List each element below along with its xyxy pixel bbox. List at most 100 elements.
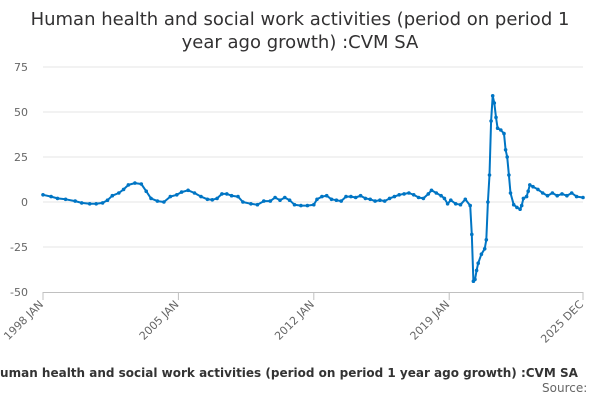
data-point[interactable]	[63, 197, 68, 202]
data-point[interactable]	[468, 203, 473, 208]
data-point[interactable]	[121, 187, 126, 192]
data-point[interactable]	[397, 193, 402, 197]
data-point[interactable]	[175, 193, 179, 197]
data-point[interactable]	[560, 192, 564, 196]
data-point[interactable]	[199, 194, 203, 199]
data-point[interactable]	[273, 195, 277, 200]
data-point[interactable]	[499, 128, 503, 132]
data-point[interactable]	[241, 200, 245, 204]
data-point[interactable]	[445, 202, 450, 206]
data-point[interactable]	[382, 199, 387, 203]
data-point[interactable]	[387, 196, 392, 201]
data-point[interactable]	[490, 94, 495, 98]
data-point[interactable]	[487, 173, 492, 177]
data-point[interactable]	[94, 202, 98, 206]
data-point[interactable]	[416, 195, 421, 200]
data-point[interactable]	[268, 199, 273, 203]
data-point[interactable]	[515, 205, 519, 210]
data-point[interactable]	[49, 194, 53, 199]
data-point[interactable]	[215, 196, 219, 201]
data-point[interactable]	[73, 199, 77, 203]
data-point[interactable]	[100, 201, 105, 205]
data-point[interactable]	[344, 194, 348, 199]
data-point[interactable]	[329, 197, 334, 202]
data-point[interactable]	[519, 203, 524, 208]
data-point[interactable]	[255, 202, 260, 207]
data-point[interactable]	[476, 261, 481, 266]
data-point[interactable]	[482, 247, 487, 251]
data-point[interactable]	[429, 188, 434, 193]
data-point[interactable]	[192, 191, 197, 195]
data-point[interactable]	[402, 192, 406, 196]
data-point[interactable]	[411, 193, 416, 197]
data-point[interactable]	[492, 101, 497, 105]
data-point[interactable]	[320, 194, 324, 199]
data-point[interactable]	[495, 126, 500, 130]
data-point[interactable]	[434, 191, 439, 195]
data-point[interactable]	[334, 198, 339, 202]
data-point[interactable]	[407, 191, 411, 195]
data-point[interactable]	[349, 194, 353, 199]
data-point[interactable]	[421, 196, 426, 201]
data-point[interactable]	[536, 187, 540, 192]
data-point[interactable]	[249, 202, 253, 206]
data-point[interactable]	[186, 188, 190, 193]
data-point[interactable]	[507, 173, 511, 177]
data-point[interactable]	[521, 196, 526, 201]
data-point[interactable]	[508, 191, 513, 195]
data-point[interactable]	[305, 203, 310, 208]
data-point[interactable]	[565, 193, 569, 198]
data-point[interactable]	[392, 194, 397, 199]
data-point[interactable]	[79, 201, 84, 205]
data-point[interactable]	[205, 197, 210, 202]
data-point[interactable]	[278, 198, 282, 202]
data-point[interactable]	[339, 199, 344, 203]
data-point[interactable]	[220, 192, 224, 196]
data-point[interactable]	[87, 202, 92, 206]
data-point[interactable]	[505, 155, 510, 159]
data-point[interactable]	[473, 277, 477, 282]
data-point[interactable]	[299, 203, 303, 208]
data-point[interactable]	[449, 198, 453, 202]
data-point[interactable]	[458, 202, 463, 207]
data-point[interactable]	[117, 191, 121, 195]
data-point[interactable]	[503, 148, 508, 152]
data-point[interactable]	[474, 268, 479, 273]
data-point[interactable]	[368, 197, 373, 202]
data-point[interactable]	[210, 198, 215, 202]
data-point[interactable]	[149, 196, 153, 201]
data-point[interactable]	[139, 182, 144, 186]
data-point[interactable]	[133, 181, 137, 185]
data-point[interactable]	[486, 200, 490, 204]
data-point[interactable]	[55, 196, 60, 201]
data-point[interactable]	[442, 196, 447, 201]
data-point[interactable]	[555, 193, 559, 198]
data-point[interactable]	[574, 194, 579, 199]
data-point[interactable]	[569, 191, 574, 195]
data-point[interactable]	[545, 193, 550, 198]
data-point[interactable]	[353, 195, 358, 200]
data-point[interactable]	[126, 183, 131, 187]
data-point[interactable]	[531, 184, 535, 189]
data-point[interactable]	[162, 200, 166, 204]
data-point[interactable]	[229, 193, 234, 198]
data-point[interactable]	[155, 199, 160, 203]
data-point[interactable]	[524, 194, 529, 199]
data-point[interactable]	[179, 190, 184, 194]
data-point[interactable]	[426, 192, 431, 196]
data-point[interactable]	[502, 131, 506, 136]
data-point[interactable]	[528, 183, 532, 187]
data-point[interactable]	[489, 119, 493, 123]
data-point[interactable]	[315, 197, 319, 202]
data-point[interactable]	[511, 202, 516, 207]
data-point[interactable]	[324, 193, 329, 198]
data-point[interactable]	[144, 189, 148, 193]
data-point[interactable]	[378, 198, 382, 202]
data-point[interactable]	[236, 194, 240, 199]
data-point[interactable]	[581, 195, 585, 200]
data-point[interactable]	[494, 115, 498, 120]
data-point[interactable]	[479, 252, 484, 256]
data-point[interactable]	[518, 207, 522, 211]
data-point[interactable]	[540, 191, 545, 195]
data-point[interactable]	[312, 202, 316, 207]
